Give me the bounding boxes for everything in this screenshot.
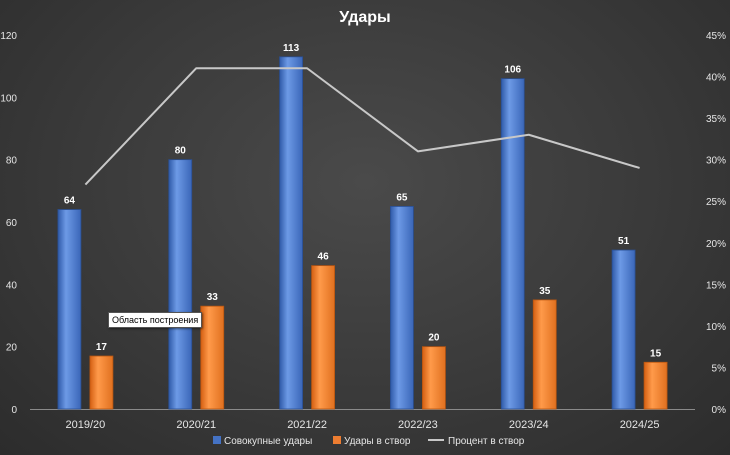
bar-data-label: 33 xyxy=(207,292,219,303)
bar-total-shots xyxy=(57,209,82,410)
x-tick-label: 2020/21 xyxy=(176,419,216,431)
y-right-tick-label: 25% xyxy=(706,197,726,208)
bar-data-label: 80 xyxy=(175,146,187,157)
bar-data-label: 64 xyxy=(64,196,76,207)
bar-data-label: 51 xyxy=(618,236,630,247)
bar-shots-on-target xyxy=(643,361,668,410)
bar-total-shots xyxy=(500,78,525,410)
y-right-tick-label: 15% xyxy=(706,280,726,291)
bar-data-label: 65 xyxy=(396,192,408,203)
bar-shots-on-target xyxy=(532,299,557,410)
bar-data-label: 106 xyxy=(504,65,521,76)
y-right-tick-label: 0% xyxy=(712,405,727,416)
bar-data-label: 17 xyxy=(96,342,108,353)
bar-data-label: 46 xyxy=(318,252,330,263)
x-tick-label: 2023/24 xyxy=(509,419,549,431)
bar-shots-on-target xyxy=(422,346,446,410)
bar-total-shots xyxy=(611,249,636,410)
line-percent-on-target xyxy=(84,67,640,186)
y-right-tick-label: 30% xyxy=(706,156,726,167)
bar-data-label: 35 xyxy=(539,286,551,297)
y-left-tick-label: 80 xyxy=(6,156,18,167)
chart-title: Удары xyxy=(339,9,390,26)
bar-data-label: 15 xyxy=(650,348,662,359)
y-right-tick-label: 40% xyxy=(706,73,726,84)
legend-label: Совокупные удары xyxy=(224,436,312,447)
y-left-tick-label: 40 xyxy=(6,280,18,291)
bar-shots-on-target xyxy=(89,355,114,410)
legend-swatch xyxy=(333,436,341,444)
y-left-tick-label: 120 xyxy=(0,31,17,42)
plot-area-tooltip: Область построения xyxy=(108,312,203,328)
bar-shots-on-target xyxy=(311,265,335,410)
bar-total-shots xyxy=(168,159,193,410)
x-tick-label: 2019/20 xyxy=(66,419,106,431)
bar-shots-on-target xyxy=(200,305,225,410)
x-tick-label: 2021/22 xyxy=(287,419,327,431)
legend-swatch xyxy=(213,436,221,444)
y-right-tick-label: 20% xyxy=(706,239,726,250)
y-right-tick-label: 45% xyxy=(706,31,726,42)
x-tick-label: 2024/25 xyxy=(620,419,660,431)
bar-data-label: 20 xyxy=(428,333,440,344)
bar-total-shots xyxy=(279,56,303,410)
y-right-tick-label: 10% xyxy=(706,322,726,333)
x-tick-label: 2022/23 xyxy=(398,419,438,431)
bar-total-shots xyxy=(390,206,414,410)
y-left-tick-label: 20 xyxy=(6,343,18,354)
y-left-tick-label: 60 xyxy=(6,218,18,229)
legend-label: Удары в створ xyxy=(344,436,411,447)
y-right-tick-label: 5% xyxy=(712,363,727,374)
legend-label: Процент в створ xyxy=(448,436,525,447)
y-left-tick-label: 0 xyxy=(11,405,17,416)
bar-data-label: 113 xyxy=(283,43,300,54)
y-left-tick-label: 100 xyxy=(0,93,17,104)
y-right-tick-label: 35% xyxy=(706,114,726,125)
